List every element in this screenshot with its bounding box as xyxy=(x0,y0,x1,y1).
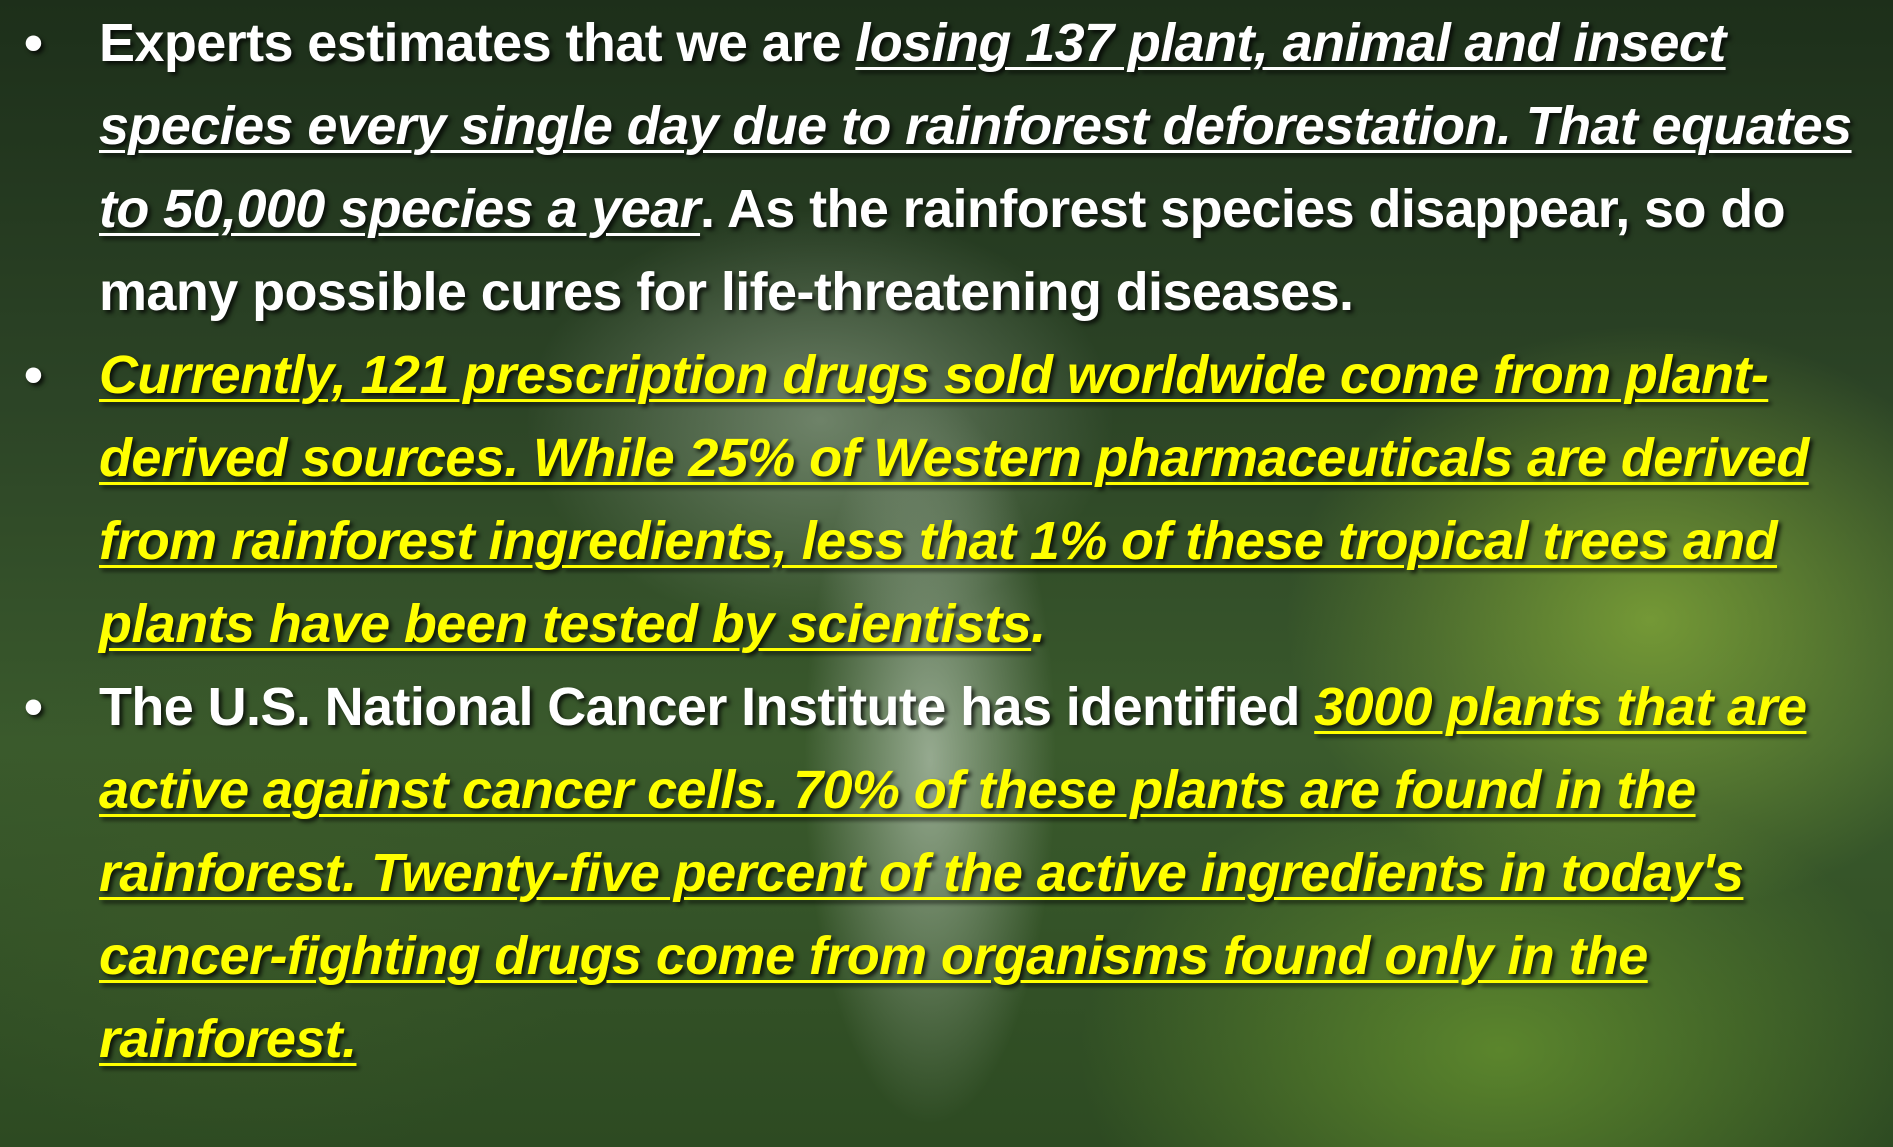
bullet-marker: • xyxy=(24,334,42,417)
bullet: •Experts estimates that we are losing 13… xyxy=(0,2,1883,334)
emphasis-run: Currently, 121 prescription drugs sold w… xyxy=(99,345,1809,654)
slide: •Experts estimates that we are losing 13… xyxy=(0,0,1893,1147)
bullet: • Currently, 121 prescription drugs sold … xyxy=(0,334,1883,666)
bullet-list: •Experts estimates that we are losing 13… xyxy=(0,2,1893,1081)
bullet-marker: • xyxy=(24,2,42,85)
text-run: . xyxy=(1031,594,1045,654)
bullet: • The U.S. National Cancer Institute has … xyxy=(0,666,1883,1081)
text-run: Experts estimates that we are xyxy=(99,13,855,73)
text-run: The U.S. National Cancer Institute has i… xyxy=(99,677,1314,737)
bullet-marker: • xyxy=(24,666,42,749)
